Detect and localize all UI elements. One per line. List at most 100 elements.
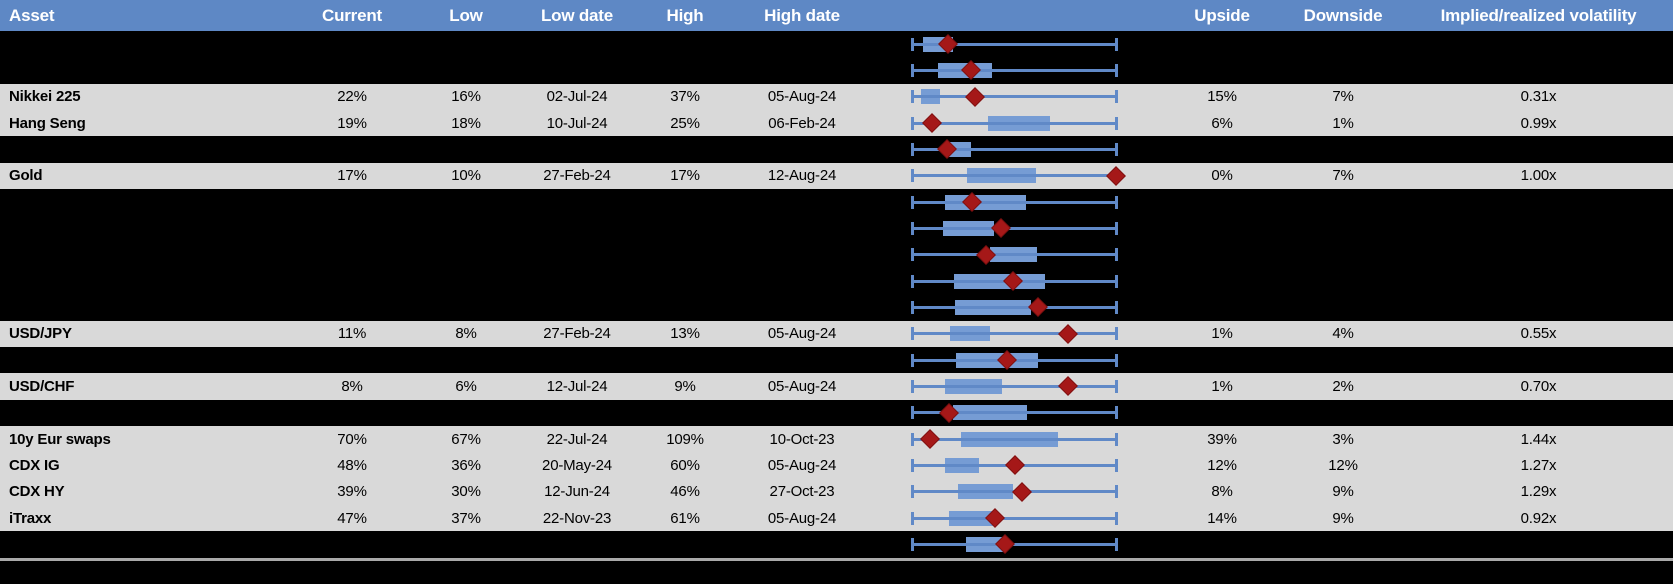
boxplot-whisker-line (912, 305, 1117, 309)
boxplot-high-cap (1115, 537, 1118, 551)
high-date (742, 347, 862, 373)
range-boxplot (862, 268, 1162, 294)
high-value (628, 531, 742, 557)
downside-value: 2% (1332, 377, 1354, 395)
boxplot-low-cap (911, 300, 914, 314)
boxplot-high-cap (1115, 379, 1118, 393)
asset-name: iTraxx (9, 509, 52, 527)
current-marker-diamond-icon (919, 429, 940, 449)
implied-realized-value (1404, 189, 1673, 215)
high-date: 05-Aug-24 (767, 377, 837, 395)
high-date (742, 242, 862, 268)
current-value (298, 400, 406, 426)
table-header: Asset Current Low Low date High High dat… (0, 0, 1673, 31)
current-value: 19% (337, 114, 367, 132)
downside-value: 3% (1332, 430, 1354, 448)
boxplot-whisker-line (912, 437, 1117, 441)
implied-realized-value: 1.44x (1520, 430, 1557, 448)
range-boxplot (862, 294, 1162, 320)
asset-name (0, 268, 298, 294)
high-value (628, 136, 742, 162)
col-header-upside: Upside (1194, 5, 1250, 25)
boxplot-plot-area (911, 347, 1118, 373)
asset-name (0, 215, 298, 241)
upside-value: 15% (1207, 88, 1237, 106)
downside-value (1282, 242, 1404, 268)
high-date (742, 294, 862, 320)
current-value (298, 347, 406, 373)
boxplot-low-cap (911, 116, 914, 130)
current-value (298, 268, 406, 294)
low-date: 10-Jul-24 (546, 114, 608, 132)
boxplot-plot-area (911, 452, 1118, 478)
current-value (298, 531, 406, 557)
low-date: 27-Feb-24 (543, 167, 611, 185)
downside-value (1282, 136, 1404, 162)
asset-name (0, 242, 298, 268)
table-row: Gold 17% 10% 27-Feb-24 17% 12-Aug-24 0% … (0, 162, 1673, 189)
boxplot-low-cap (911, 327, 914, 341)
implied-realized-value (1404, 31, 1673, 57)
high-date (742, 561, 862, 584)
upside-value: 8% (1211, 483, 1233, 501)
table-row (0, 346, 1673, 374)
asset-name (0, 31, 298, 57)
low-value (406, 189, 526, 215)
boxplot-whisker-line (912, 147, 1117, 151)
low-value (406, 294, 526, 320)
upside-value (1162, 242, 1282, 268)
implied-realized-value (1404, 242, 1673, 268)
current-value: 47% (337, 509, 367, 527)
low-value (406, 347, 526, 373)
high-date (742, 31, 862, 57)
table-row (0, 531, 1673, 558)
boxplot-low-cap (911, 248, 914, 262)
current-marker-diamond-icon (1004, 455, 1025, 476)
high-date (742, 531, 862, 557)
implied-realized-value (1404, 57, 1673, 83)
boxplot-low-cap (911, 458, 914, 472)
implied-realized-value (1404, 347, 1673, 373)
high-value: 61% (670, 509, 700, 527)
upside-value (1162, 31, 1282, 57)
boxplot-whisker-line (912, 253, 1117, 257)
col-header-high: High (666, 5, 704, 25)
current-marker-diamond-icon (921, 113, 942, 134)
current-value (298, 57, 406, 83)
boxplot-plot-area (911, 426, 1118, 452)
high-date: 05-Aug-24 (767, 325, 837, 343)
low-date (526, 561, 628, 584)
upside-value (1162, 189, 1282, 215)
low-date: 12-Jul-24 (546, 377, 608, 395)
current-marker-diamond-icon (1058, 323, 1079, 344)
upside-value (1162, 531, 1282, 557)
table-body: Nikkei 225 22% 16% 02-Jul-24 37% 05-Aug-… (0, 31, 1673, 584)
boxplot-low-cap (911, 511, 914, 525)
current-value: 22% (337, 88, 367, 106)
low-value (406, 31, 526, 57)
range-boxplot (862, 373, 1162, 399)
low-date (526, 294, 628, 320)
boxplot-whisker-line (912, 332, 1117, 336)
downside-value: 7% (1332, 88, 1354, 106)
boxplot-high-cap (1115, 353, 1118, 367)
asset-name (0, 531, 298, 557)
range-boxplot (862, 531, 1162, 557)
downside-value: 9% (1332, 509, 1354, 527)
high-date (742, 189, 862, 215)
high-date: 05-Aug-24 (767, 456, 837, 474)
low-value (406, 561, 526, 584)
downside-value (1282, 347, 1404, 373)
boxplot-plot-area (911, 57, 1118, 83)
table-row: iTraxx 47% 37% 22-Nov-23 61% 05-Aug-24 1… (0, 504, 1673, 532)
col-header-downside: Downside (1303, 5, 1383, 25)
table-row (0, 188, 1673, 216)
low-value: 18% (451, 114, 481, 132)
boxplot-high-cap (1115, 142, 1118, 156)
current-marker-diamond-icon (1011, 481, 1032, 502)
low-value: 16% (451, 88, 481, 106)
downside-value (1282, 561, 1404, 584)
downside-value (1282, 294, 1404, 320)
asset-name (0, 136, 298, 162)
